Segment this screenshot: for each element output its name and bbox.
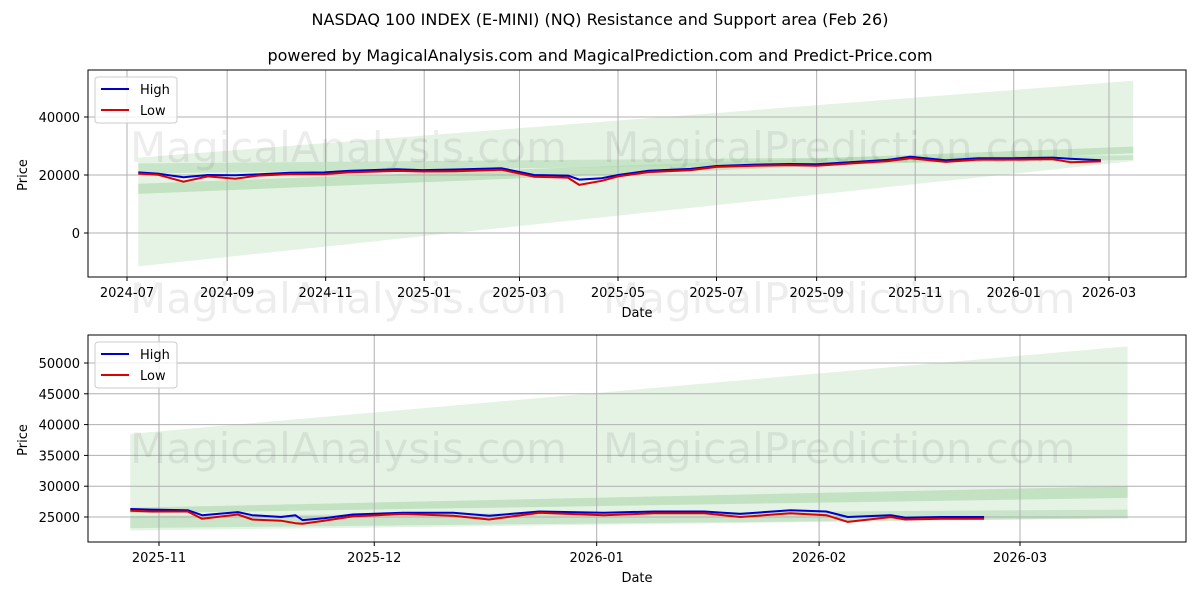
series-high-line	[138, 155, 1101, 181]
watermark-analysis: MagicalAnalysis.com	[130, 123, 567, 172]
bottom-chart: MagicalAnalysis.com MagicalPrediction.co…	[16, 334, 1187, 586]
chart-title: NASDAQ 100 INDEX (E-MINI) (NQ) Resistanc…	[311, 10, 889, 29]
x-tick-label: 2024-09	[200, 286, 254, 301]
top-price-lines	[138, 155, 1101, 186]
x-tick-label: 2024-07	[100, 286, 154, 301]
series-low-line	[130, 509, 985, 525]
x-tick-label: 2025-12	[347, 551, 401, 566]
x-tick-label: 2026-01	[987, 286, 1041, 301]
bottom-xlabel: Date	[621, 571, 652, 586]
band-outer-range	[130, 346, 1128, 531]
watermark-prediction-3: MagicalPrediction.com	[603, 424, 1076, 473]
x-tick-label: 2025-03	[492, 286, 546, 301]
legend-low-label-2: Low	[140, 369, 166, 384]
y-tick-label: 40000	[39, 111, 80, 126]
x-tick-label: 2025-11	[132, 551, 186, 566]
y-tick-label: 25000	[39, 511, 80, 526]
x-tick-label: 2025-11	[888, 286, 942, 301]
y-tick-label: 40000	[39, 419, 80, 434]
bottom-legend: High Low	[94, 341, 178, 389]
x-tick-label: 2025-09	[789, 286, 843, 301]
y-tick-label: 45000	[39, 388, 80, 403]
top-axes-frame	[87, 69, 1187, 278]
x-tick-label: 2024-11	[298, 286, 352, 301]
bottom-axes-frame	[87, 334, 1187, 543]
x-tick-label: 2026-03	[1082, 286, 1136, 301]
top-grid	[88, 70, 1186, 277]
top-ylabel: Price	[16, 159, 31, 191]
top-xlabel: Date	[621, 306, 652, 321]
x-tick-label: 2025-07	[689, 286, 743, 301]
x-tick-label: 2025-01	[397, 286, 451, 301]
legend-low-label: Low	[140, 104, 166, 119]
watermark-analysis-2: MagicalAnalysis.com	[130, 274, 567, 323]
band-resistance	[130, 486, 1128, 514]
y-tick-label: 20000	[39, 169, 80, 184]
series-low-line	[138, 157, 1101, 186]
top-chart: MagicalAnalysis.com MagicalPrediction.co…	[16, 69, 1187, 323]
series-high-line	[130, 508, 985, 522]
y-tick-label: 50000	[39, 357, 80, 372]
x-tick-label: 2026-01	[570, 551, 624, 566]
x-tick-label: 2026-02	[792, 551, 846, 566]
x-tick-label: 2026-03	[993, 551, 1047, 566]
bottom-ticks: 2025-11 2025-12 2026-01 2026-02 2026-03 25000…	[39, 357, 1048, 566]
top-legend: High Low	[94, 76, 178, 124]
watermark-analysis-3: MagicalAnalysis.com	[130, 424, 567, 473]
y-tick-label: 30000	[39, 480, 80, 495]
bottom-ylabel: Price	[16, 424, 31, 456]
x-tick-label: 2025-05	[591, 286, 645, 301]
watermark-prediction-2: MagicalPrediction.com	[603, 274, 1076, 323]
bottom-price-lines	[130, 508, 985, 525]
legend-high-label-2: High	[140, 348, 170, 363]
chart-subtitle: powered by MagicalAnalysis.com and Magic…	[267, 46, 933, 65]
y-tick-label: 0	[72, 227, 80, 242]
y-tick-label: 35000	[39, 449, 80, 464]
legend-high-label: High	[140, 83, 170, 98]
top-ticks: 2024-07 2024-09 2024-11 2025-01 2025-03 2025-…	[39, 111, 1137, 301]
